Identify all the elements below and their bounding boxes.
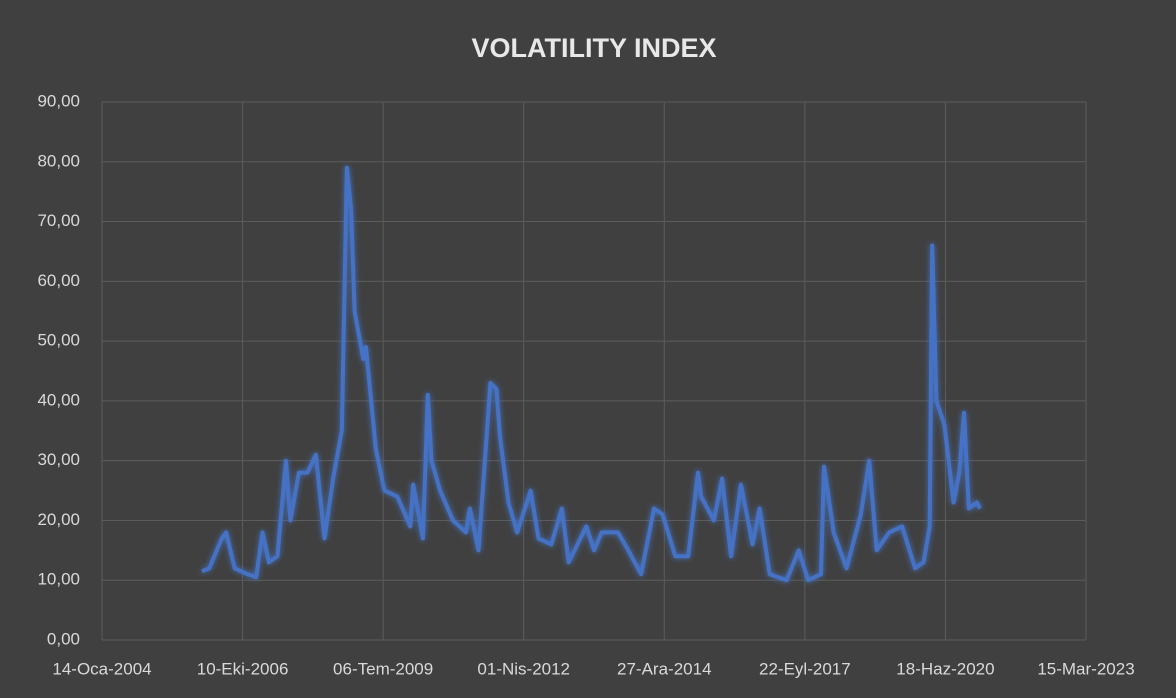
x-tick-label: 01-Nis-2012 [477,659,570,678]
series-line [201,165,982,583]
x-tick-label: 15-Mar-2023 [1037,659,1134,678]
x-tick-label: 06-Tem-2009 [333,659,433,678]
x-tick-label: 14-Oca-2004 [52,659,151,678]
chart-title: VOLATILITY INDEX [471,33,716,63]
y-tick-label: 20,00 [37,510,80,529]
y-tick-label: 40,00 [37,390,80,409]
x-tick-label: 10-Eki-2006 [197,659,289,678]
x-tick-label: 27-Ara-2014 [617,659,712,678]
y-tick-label: 50,00 [37,331,80,350]
y-tick-label: 60,00 [37,271,80,290]
y-tick-label: 30,00 [37,450,80,469]
x-tick-label: 18-Haz-2020 [896,659,994,678]
x-tick-label: 22-Eyl-2017 [759,659,851,678]
y-tick-label: 90,00 [37,91,80,110]
y-tick-label: 70,00 [37,211,80,230]
y-tick-label: 80,00 [37,151,80,170]
y-tick-label: 0,00 [47,629,80,648]
y-tick-label: 10,00 [37,570,80,589]
